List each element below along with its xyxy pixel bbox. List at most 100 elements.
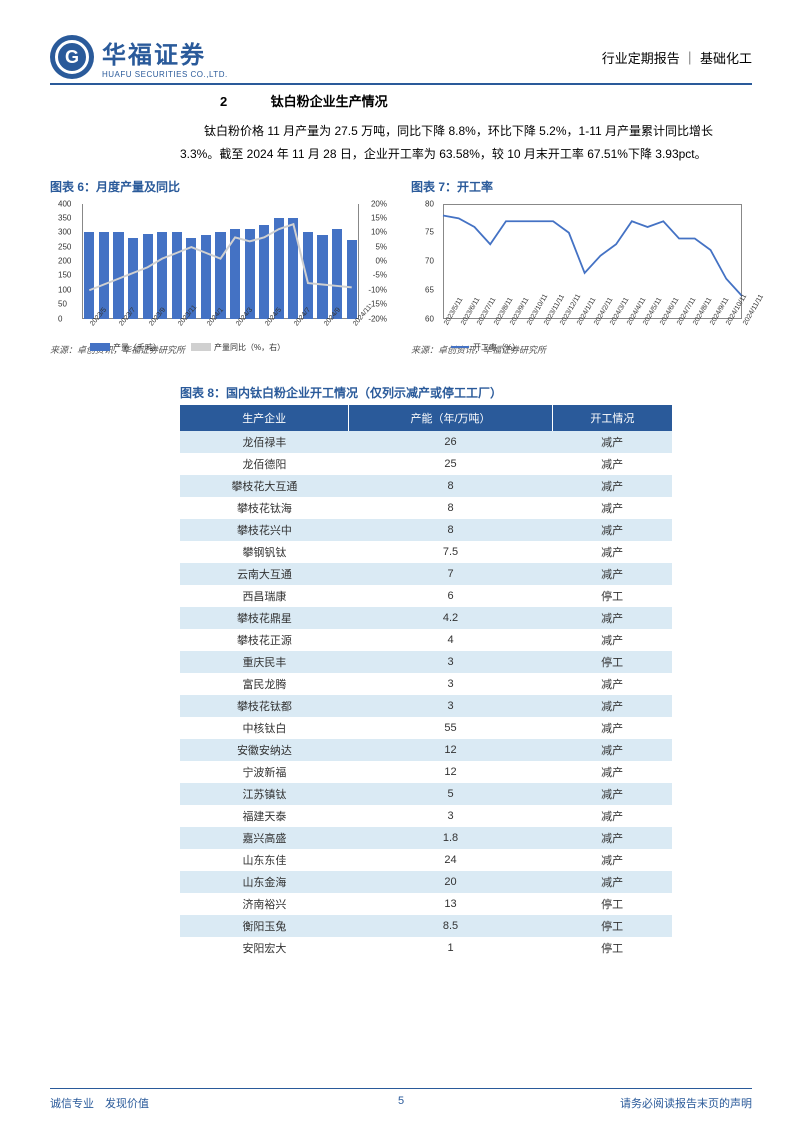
table-cell: 12: [349, 761, 552, 783]
table-cell: 山东东佳: [180, 849, 349, 871]
table-cell: 7: [349, 563, 552, 585]
footer-page-number: 5: [398, 1095, 404, 1107]
table-cell: 龙佰禄丰: [180, 431, 349, 453]
table-cell: 减产: [552, 849, 672, 871]
table-row: 济南裕兴13停工: [180, 893, 672, 915]
table-cell: 重庆民丰: [180, 651, 349, 673]
table-cell: 3: [349, 651, 552, 673]
table-cell: 龙佰德阳: [180, 453, 349, 475]
table-cell: 减产: [552, 717, 672, 739]
table-cell: 26: [349, 431, 552, 453]
table-cell: 攀枝花大互通: [180, 475, 349, 497]
table-cell: 减产: [552, 805, 672, 827]
section-title: 钛白粉企业生产情况: [271, 94, 388, 109]
table-row: 宁波新福12减产: [180, 761, 672, 783]
table-row: 西昌瑞康6停工: [180, 585, 672, 607]
footer-left: 诚信专业 发现价值: [50, 1095, 149, 1111]
table-cell: 停工: [552, 915, 672, 937]
page-footer: 诚信专业 发现价值 5 请务必阅读报告末页的声明: [50, 1088, 752, 1111]
table-cell: 减产: [552, 497, 672, 519]
chart6-plot: 050100150200250300350400-20%-15%-10%-5%0…: [50, 199, 391, 339]
chart7-plot: 60657075802023/5/112023/6/112023/7/11202…: [411, 199, 752, 339]
table-cell: 1: [349, 937, 552, 959]
table-cell: 安阳宏大: [180, 937, 349, 959]
page-header: G 华福证券 HUAFU SECURITIES CO.,LTD. 行业定期报告 …: [50, 35, 752, 79]
table-cell: 7.5: [349, 541, 552, 563]
table-cell: 减产: [552, 827, 672, 849]
table-cell: 24: [349, 849, 552, 871]
table-row: 龙佰德阳25减产: [180, 453, 672, 475]
table-cell: 减产: [552, 739, 672, 761]
table-row: 攀枝花大互通8减产: [180, 475, 672, 497]
table-row: 富民龙腾3减产: [180, 673, 672, 695]
table-row: 山东东佳24减产: [180, 849, 672, 871]
table-cell: 停工: [552, 937, 672, 959]
table-cell: 减产: [552, 607, 672, 629]
table-cell: 3: [349, 673, 552, 695]
table-row: 安徽安纳达12减产: [180, 739, 672, 761]
table-row: 攀枝花钛海8减产: [180, 497, 672, 519]
table-cell: 减产: [552, 541, 672, 563]
table8-header-row: 生产企业产能（年/万吨）开工情况: [180, 405, 672, 431]
table-row: 龙佰禄丰26减产: [180, 431, 672, 453]
table-cell: 西昌瑞康: [180, 585, 349, 607]
table-cell: 嘉兴高盛: [180, 827, 349, 849]
table-cell: 江苏镇钛: [180, 783, 349, 805]
table-cell: 山东金海: [180, 871, 349, 893]
table-cell: 25: [349, 453, 552, 475]
chart7-col: 图表 7：开工率 60657075802023/5/112023/6/11202…: [411, 178, 752, 356]
table-cell: 减产: [552, 563, 672, 585]
table-cell: 攀枝花正源: [180, 629, 349, 651]
table-row: 安阳宏大1停工: [180, 937, 672, 959]
logo-icon: G: [50, 35, 94, 79]
table-cell: 富民龙腾: [180, 673, 349, 695]
table-cell: 6: [349, 585, 552, 607]
table-row: 攀枝花钛都3减产: [180, 695, 672, 717]
table8-col-header: 产能（年/万吨）: [349, 405, 552, 431]
table-cell: 减产: [552, 761, 672, 783]
table8-title: 图表 8：国内钛白粉企业开工情况（仅列示减产或停工工厂）: [180, 384, 672, 401]
table-row: 重庆民丰3停工: [180, 651, 672, 673]
table-cell: 3: [349, 695, 552, 717]
table-cell: 4: [349, 629, 552, 651]
table-row: 攀枝花兴中8减产: [180, 519, 672, 541]
table-cell: 停工: [552, 893, 672, 915]
table-cell: 停工: [552, 651, 672, 673]
table8-wrap: 图表 8：国内钛白粉企业开工情况（仅列示减产或停工工厂） 生产企业产能（年/万吨…: [50, 384, 752, 959]
table-cell: 攀枝花鼎星: [180, 607, 349, 629]
table-row: 福建天泰3减产: [180, 805, 672, 827]
table-cell: 宁波新福: [180, 761, 349, 783]
header-rule: [50, 83, 752, 85]
section-heading: 2 钛白粉企业生产情况: [50, 91, 752, 110]
logo-en-text: HUAFU SECURITIES CO.,LTD.: [102, 70, 228, 79]
table-cell: 4.2: [349, 607, 552, 629]
table-row: 山东金海20减产: [180, 871, 672, 893]
table-cell: 安徽安纳达: [180, 739, 349, 761]
charts-row: 图表 6：月度产量及同比 050100150200250300350400-20…: [50, 178, 752, 356]
table8-col-header: 生产企业: [180, 405, 349, 431]
footer-right: 请务必阅读报告末页的声明: [620, 1095, 752, 1111]
table-cell: 停工: [552, 585, 672, 607]
table-cell: 减产: [552, 695, 672, 717]
table-cell: 攀枝花钛海: [180, 497, 349, 519]
table-cell: 5: [349, 783, 552, 805]
chart6-col: 图表 6：月度产量及同比 050100150200250300350400-20…: [50, 178, 391, 356]
logo-cn-text: 华福证券: [102, 35, 228, 70]
table-cell: 8.5: [349, 915, 552, 937]
section-number: 2: [220, 94, 227, 109]
table-cell: 8: [349, 519, 552, 541]
table-cell: 攀枝花兴中: [180, 519, 349, 541]
header-category: 行业定期报告 ｜ 基础化工: [602, 48, 752, 67]
table-cell: 攀枝花钛都: [180, 695, 349, 717]
table-row: 云南大互通7减产: [180, 563, 672, 585]
table-cell: 减产: [552, 519, 672, 541]
table-row: 攀枝花正源4减产: [180, 629, 672, 651]
table-cell: 1.8: [349, 827, 552, 849]
table-row: 嘉兴高盛1.8减产: [180, 827, 672, 849]
table-cell: 衡阳玉兔: [180, 915, 349, 937]
table-cell: 3: [349, 805, 552, 827]
table-cell: 减产: [552, 871, 672, 893]
body-paragraph: 钛白粉价格 11 月产量为 27.5 万吨，同比下降 8.8%，环比下降 5.2…: [50, 120, 752, 166]
table-cell: 8: [349, 497, 552, 519]
footer-rule: [50, 1088, 752, 1089]
